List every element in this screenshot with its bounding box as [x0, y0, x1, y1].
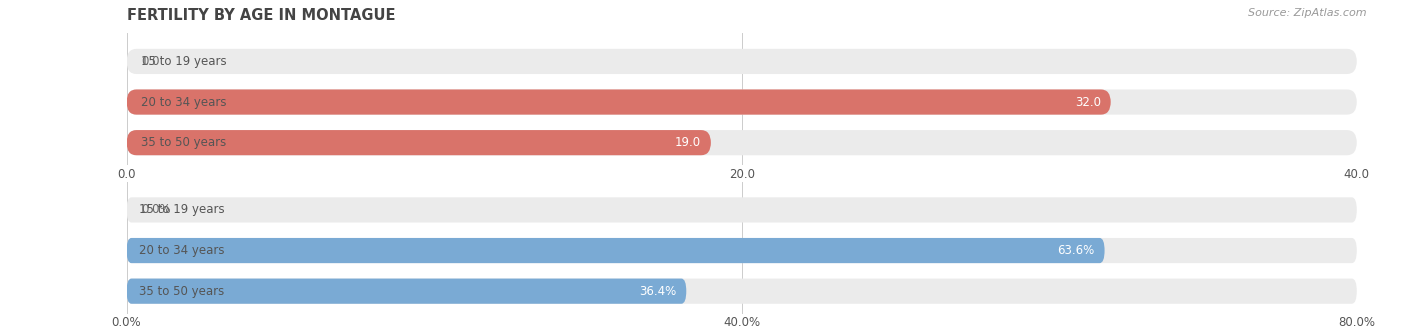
FancyBboxPatch shape	[127, 279, 1357, 304]
Text: 0.0: 0.0	[141, 55, 160, 68]
FancyBboxPatch shape	[127, 130, 711, 155]
Text: 20 to 34 years: 20 to 34 years	[139, 244, 224, 257]
FancyBboxPatch shape	[127, 89, 1111, 115]
Text: 20 to 34 years: 20 to 34 years	[141, 96, 226, 109]
Text: Source: ZipAtlas.com: Source: ZipAtlas.com	[1249, 8, 1367, 18]
FancyBboxPatch shape	[127, 238, 1105, 263]
Text: 36.4%: 36.4%	[640, 285, 676, 298]
Text: FERTILITY BY AGE IN MONTAGUE: FERTILITY BY AGE IN MONTAGUE	[127, 8, 395, 23]
FancyBboxPatch shape	[127, 238, 1357, 263]
Text: 15 to 19 years: 15 to 19 years	[139, 203, 225, 216]
Text: 35 to 50 years: 35 to 50 years	[139, 285, 224, 298]
Text: 32.0: 32.0	[1076, 96, 1101, 109]
Text: 35 to 50 years: 35 to 50 years	[141, 136, 226, 149]
Text: 15 to 19 years: 15 to 19 years	[141, 55, 226, 68]
Text: 0.0%: 0.0%	[141, 203, 172, 216]
Text: 19.0: 19.0	[675, 136, 702, 149]
FancyBboxPatch shape	[127, 49, 1357, 74]
FancyBboxPatch shape	[127, 197, 1357, 222]
FancyBboxPatch shape	[127, 130, 1357, 155]
FancyBboxPatch shape	[127, 89, 1357, 115]
Text: 63.6%: 63.6%	[1057, 244, 1095, 257]
FancyBboxPatch shape	[127, 279, 686, 304]
